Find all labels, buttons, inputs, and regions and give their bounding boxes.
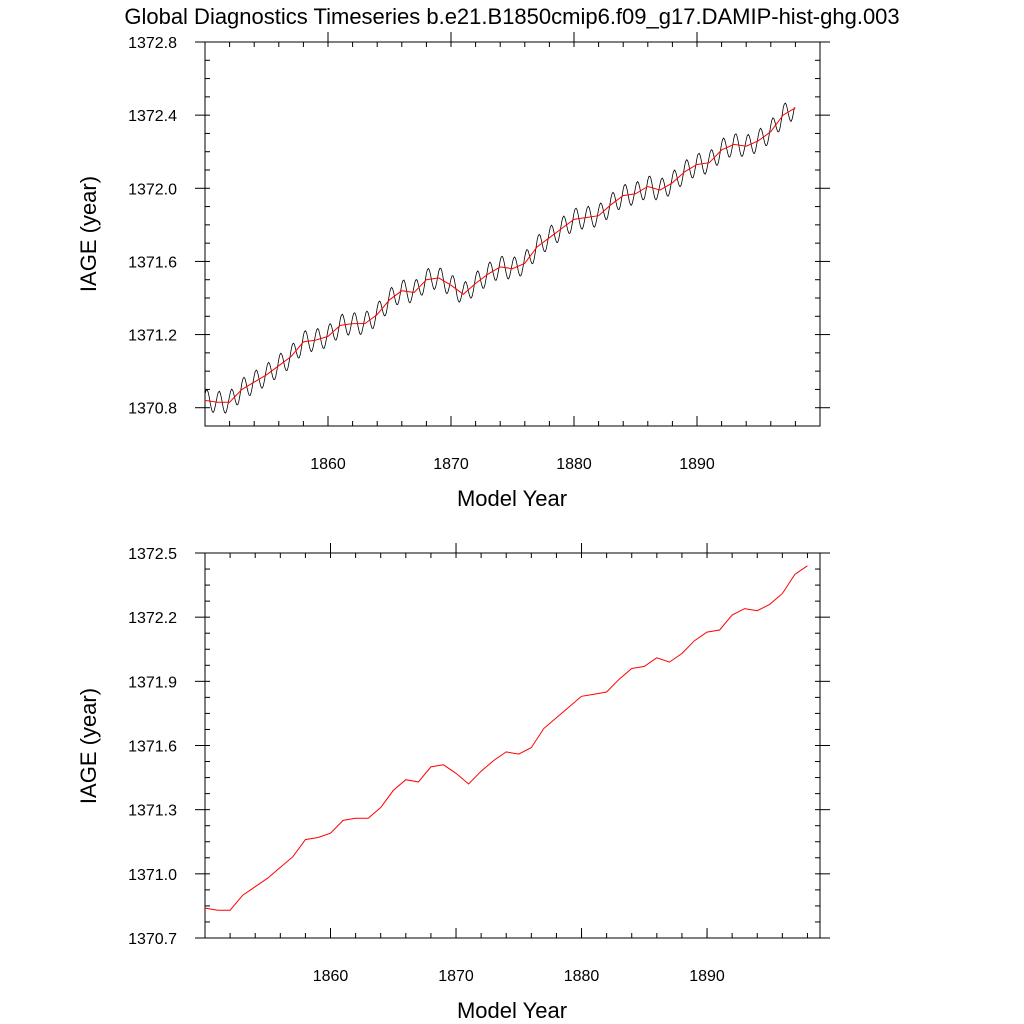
bottom-series xyxy=(204,565,808,911)
top-y-axis-title: IAGE (year) xyxy=(76,176,101,292)
bottom-y-axis-title: IAGE (year) xyxy=(76,688,101,804)
y-tick-label: 1371.3 xyxy=(128,803,177,820)
top-plot-frame xyxy=(204,41,821,427)
bottom-x-axis-title: Model Year xyxy=(457,998,567,1023)
x-tick-label: 1890 xyxy=(679,456,715,473)
y-tick-label: 1370.8 xyxy=(128,401,177,418)
top-series xyxy=(204,102,796,414)
y-tick-label: 1370.7 xyxy=(128,931,177,948)
x-tick-label: 1860 xyxy=(313,968,349,985)
y-tick-label: 1372.8 xyxy=(128,35,177,52)
y-tick-label: 1371.9 xyxy=(128,674,177,691)
annual-series-line xyxy=(204,565,808,911)
y-tick-label: 1372.4 xyxy=(128,108,177,125)
monthly-series-line xyxy=(204,102,795,414)
y-tick-label: 1371.6 xyxy=(128,739,177,756)
x-tick-label: 1880 xyxy=(556,456,592,473)
y-tick-label: 1372.5 xyxy=(128,546,177,563)
x-tick-label: 1860 xyxy=(310,456,346,473)
bottom-panel: 1860 1870 1880 1890 1370.7 1371.0 1371.3 1371.… xyxy=(76,543,830,1023)
y-tick-label: 1372.0 xyxy=(128,181,177,198)
bottom-x-ticks: 1860 1870 1880 1890 xyxy=(204,543,808,985)
figure-title: Global Diagnostics Timeseries b.e21.B185… xyxy=(124,4,899,29)
x-tick-label: 1870 xyxy=(433,456,469,473)
top-y-ticks: 1370.8 1371.2 1371.6 1372.0 1372.4 1372.8 xyxy=(128,35,830,427)
y-tick-label: 1371.2 xyxy=(128,328,177,345)
y-tick-label: 1372.2 xyxy=(128,610,177,627)
bottom-plot-frame xyxy=(204,552,821,939)
x-tick-label: 1870 xyxy=(438,968,474,985)
bottom-y-ticks: 1370.7 1371.0 1371.3 1371.6 1371.9 1372.2 1372… xyxy=(128,546,830,948)
x-tick-label: 1890 xyxy=(689,968,725,985)
top-panel: 1860 1870 1880 1890 1370.8 1371.2 1371.6 1372.… xyxy=(76,32,830,511)
annual-series-line xyxy=(204,107,796,403)
x-tick-label: 1880 xyxy=(564,968,600,985)
top-x-axis-title: Model Year xyxy=(457,486,567,511)
y-tick-label: 1371.6 xyxy=(128,254,177,271)
y-tick-label: 1371.0 xyxy=(128,867,177,884)
top-x-ticks: 1860 1870 1880 1890 xyxy=(204,32,821,473)
